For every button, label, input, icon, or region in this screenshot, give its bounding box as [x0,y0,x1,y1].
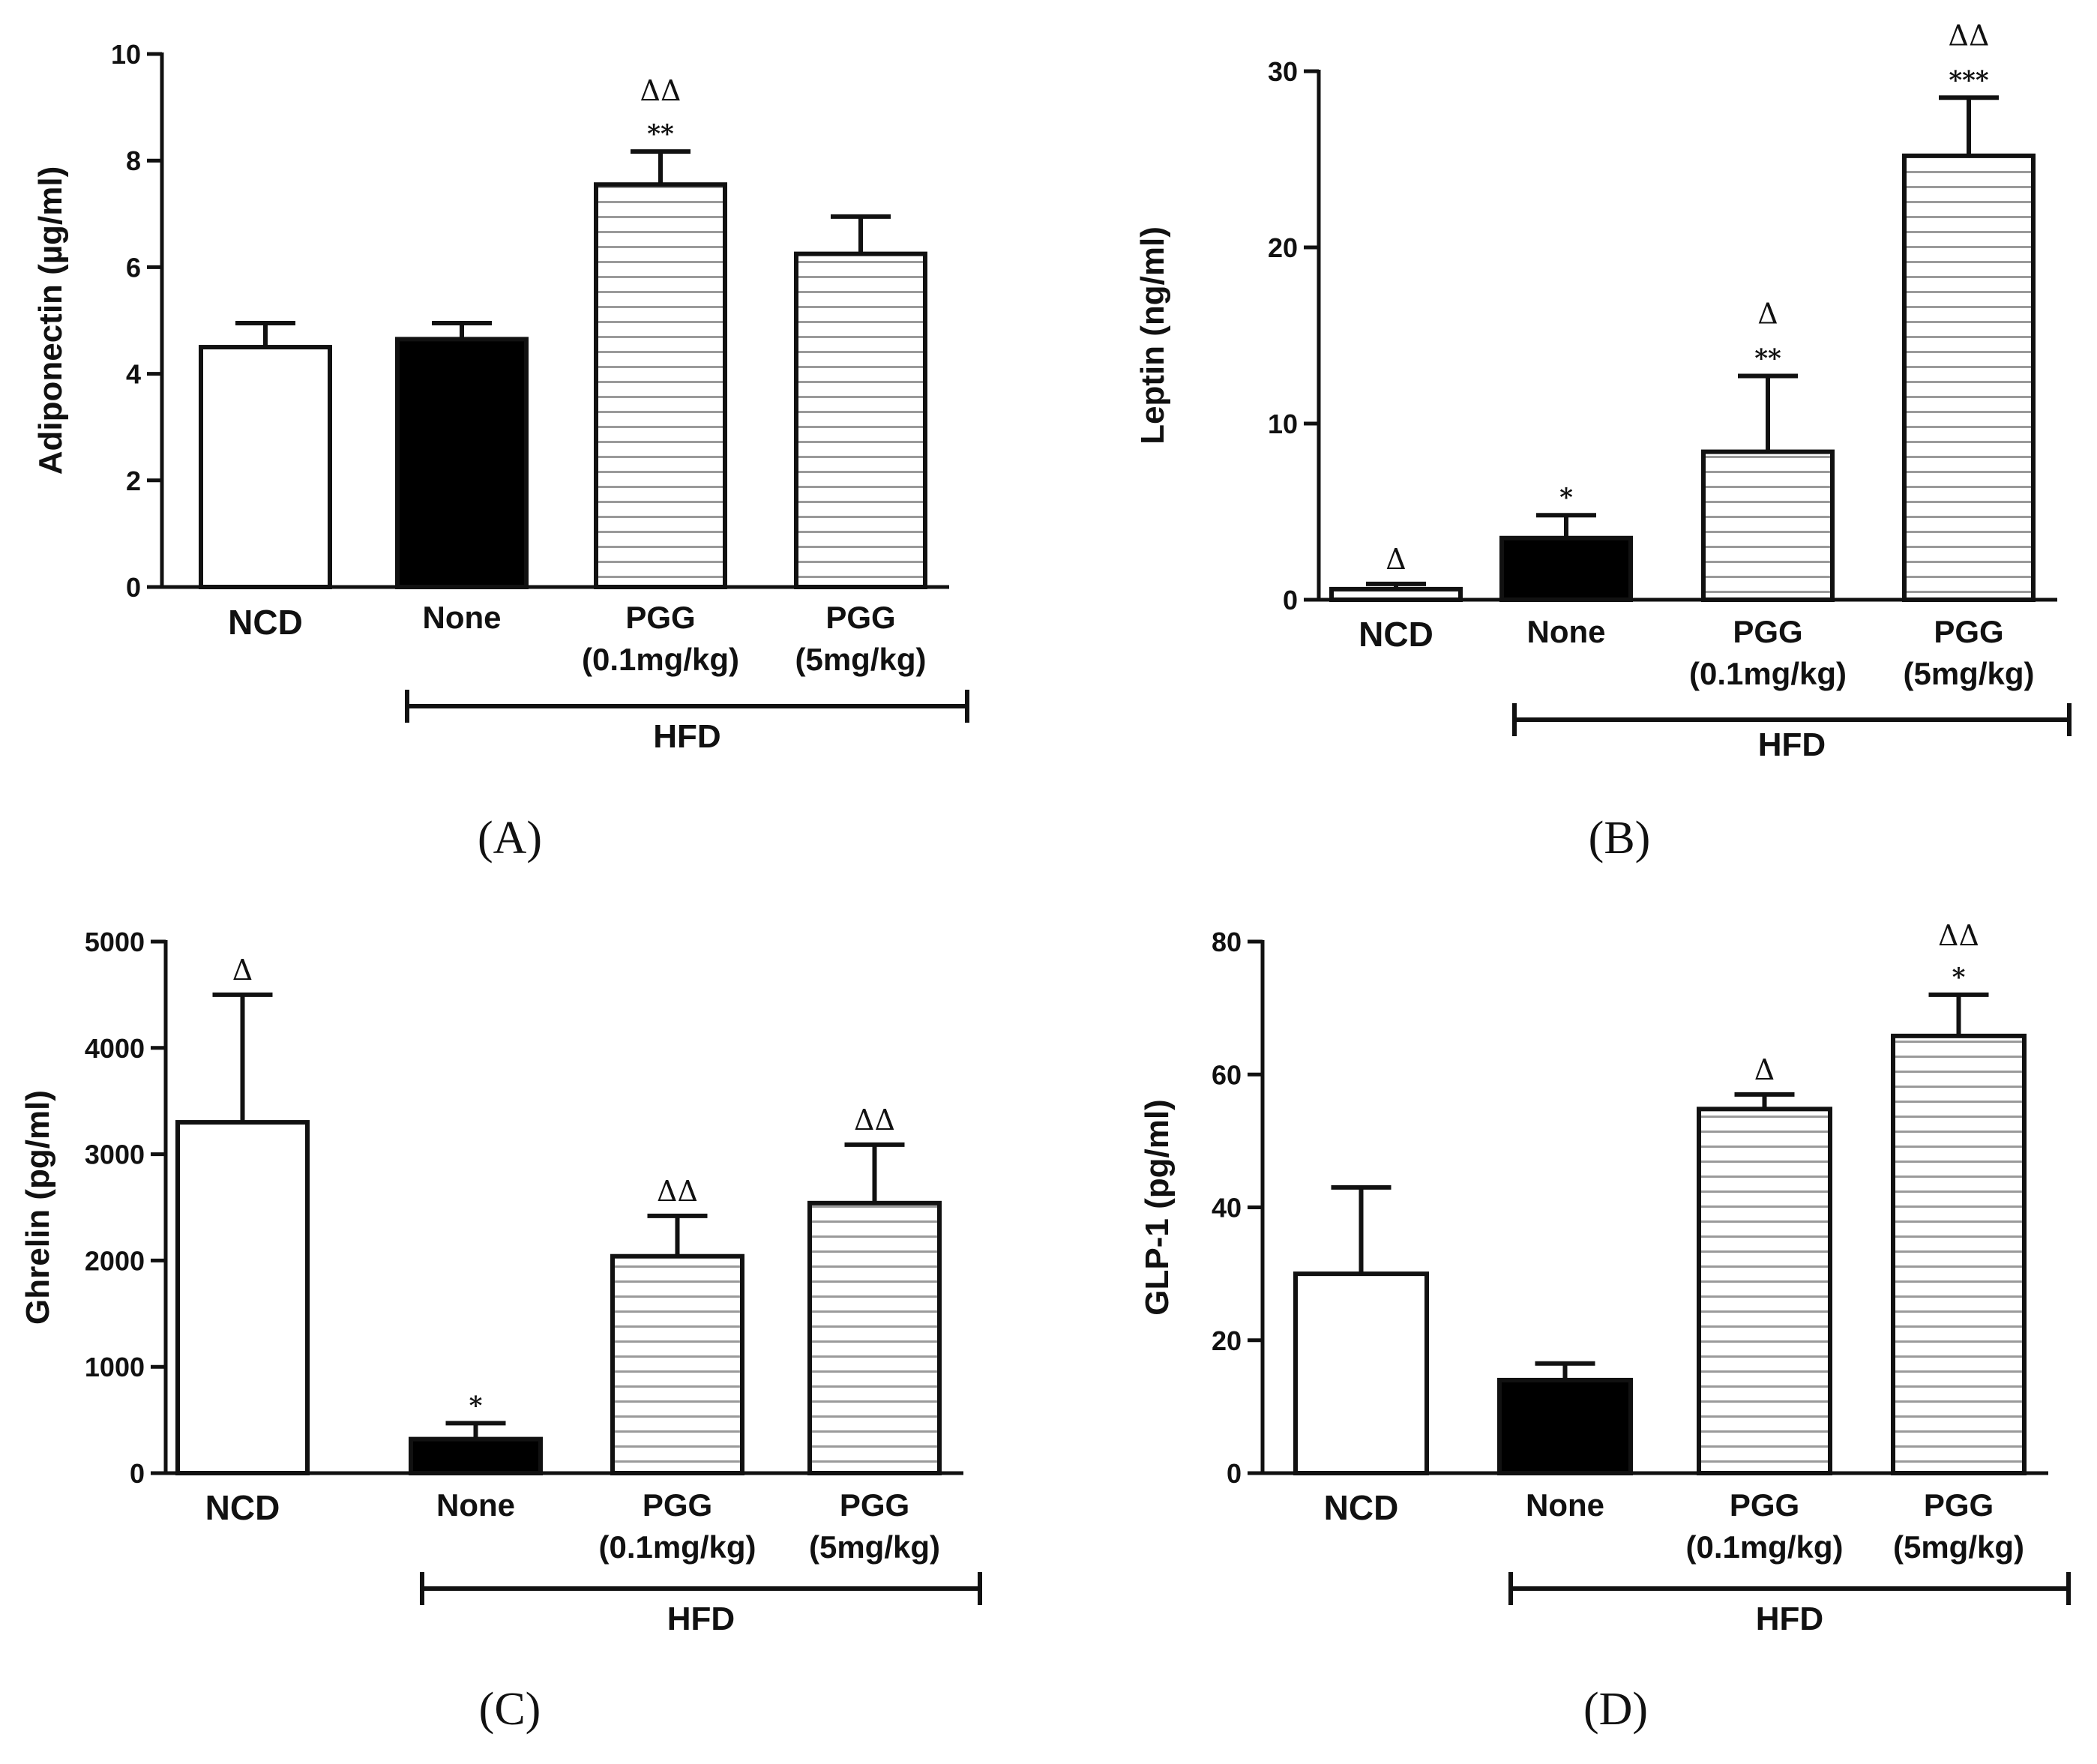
significance-delta: ΔΔ [640,74,682,107]
significance-delta: ΔΔ [657,1175,698,1208]
x-category-label: (5mg/kg) [1903,656,2034,691]
x-category-label: (0.1mg/kg) [598,1529,756,1565]
significance-stars: ** [647,119,674,149]
bar-pgg-5 [1902,153,2036,603]
bar-pgg-0-1 [1697,1107,1832,1475]
x-category-label: PGG [625,600,695,635]
y-tick-label: 4 [126,359,141,390]
bar-pgg-5 [1891,1033,2027,1476]
y-tick-label: 10 [1268,409,1298,439]
x-category-label: None [436,1487,515,1523]
bar-ncd [199,345,332,589]
panel-c: 0 1000 2000 3000 4000 5000 Ghrelin (pg/ml) Δ NCD… [19,927,982,1735]
y-axis-title: Adiponectin (µg/ml) [32,166,69,475]
panel-label: (A) [478,813,542,864]
significance-delta: Δ [1757,298,1778,331]
x-category-label: PGG [1730,1487,1799,1523]
x-category-label: None [423,600,502,635]
x-category-label: PGG [840,1487,909,1523]
y-tick-label: 0 [130,1458,145,1489]
bar-none [1497,1377,1633,1476]
y-tick-label: 2 [126,466,141,496]
x-category-label: PGG [643,1487,712,1523]
x-category-label: (0.1mg/kg) [1685,1529,1843,1565]
x-category-label: NCD [205,1488,280,1527]
y-axis-title: Ghrelin (pg/ml) [19,1090,56,1325]
y-tick-label: 40 [1212,1193,1242,1223]
bar-pgg-0-1 [594,182,727,589]
y-tick-label: 30 [1268,56,1298,87]
x-category-label: None [1527,614,1606,649]
bar-pgg-5 [807,1200,942,1475]
significance-delta: Δ [1754,1053,1775,1086]
x-category-label: (0.1mg/kg) [1689,656,1847,691]
y-tick-label: 3000 [85,1140,145,1170]
panel-label: (D) [1583,1684,1648,1735]
y-tick-label: 10 [111,39,141,70]
significance-delta: ΔΔ [854,1104,895,1137]
y-tick-label: 80 [1212,927,1242,957]
panel-label: (B) [1589,813,1651,864]
panel-a: 0 2 4 6 8 10 Adiponectin (µg/ml) NCD None ** ΔΔ PGG… [32,39,969,864]
significance-delta: Δ [1386,543,1406,576]
y-axis-title: GLP-1 (pg/ml) [1139,1099,1176,1315]
x-category-label: (0.1mg/kg) [582,642,739,677]
significance-delta: Δ [232,954,253,987]
y-tick-label: 5000 [85,927,145,957]
x-category-label: PGG [825,600,895,635]
y-tick-label: 60 [1212,1059,1242,1090]
y-tick-label: 0 [1227,1458,1242,1489]
x-category-label: (5mg/kg) [1893,1529,2024,1565]
bar-none [395,337,529,589]
x-category-label: PGG [1934,614,2003,649]
significance-stars: * [1559,483,1573,513]
y-tick-label: 20 [1212,1325,1242,1356]
y-tick-label: 20 [1268,232,1298,263]
x-category-label: NCD [228,603,303,642]
hfd-group-label: HFD [1756,1601,1823,1637]
significance-delta: ΔΔ [1938,919,1979,952]
significance-stars: ** [1754,344,1781,374]
x-category-label: NCD [1324,1488,1399,1527]
bar-none [409,1436,543,1476]
y-tick-label: 0 [126,572,141,603]
y-tick-label: 1000 [85,1352,145,1382]
bar-ncd [175,1120,310,1476]
bar-pgg-0-1 [610,1253,744,1476]
hfd-group-label: HFD [653,718,720,755]
significance-delta: ΔΔ [1949,19,1990,52]
bar-ncd [1329,586,1463,603]
panel-label: (C) [479,1684,541,1735]
y-tick-label: 4000 [85,1033,145,1064]
hfd-group-label: HFD [667,1601,735,1637]
y-tick-label: 8 [126,145,141,176]
bar-pgg-5 [794,251,927,589]
significance-stars: *** [1949,65,1989,95]
x-category-label: PGG [1733,614,1802,649]
panel-d: 0 20 40 60 80 GLP-1 (pg/ml) NCD None Δ PGG (0.1mg/… [1139,919,2071,1735]
bar-none [1499,535,1633,602]
y-tick-label: 6 [126,252,141,283]
y-axis-title: Leptin (ng/ml) [1134,226,1171,445]
bar-ncd [1293,1271,1429,1475]
hfd-group-label: HFD [1758,726,1826,763]
x-category-label: NCD [1359,615,1433,654]
significance-stars: * [1952,963,1966,993]
x-category-label: (5mg/kg) [809,1529,940,1565]
significance-stars: * [469,1391,483,1421]
y-tick-label: 0 [1283,585,1298,615]
x-category-label: None [1526,1487,1604,1523]
panel-b: 0 10 20 30 Leptin (ng/ml) Δ NCD * None ** Δ PGG (0.1… [1134,19,2072,864]
x-category-label: (5mg/kg) [795,642,926,677]
x-category-label: PGG [1924,1487,1994,1523]
bar-pgg-0-1 [1701,449,1835,602]
y-tick-label: 2000 [85,1245,145,1276]
